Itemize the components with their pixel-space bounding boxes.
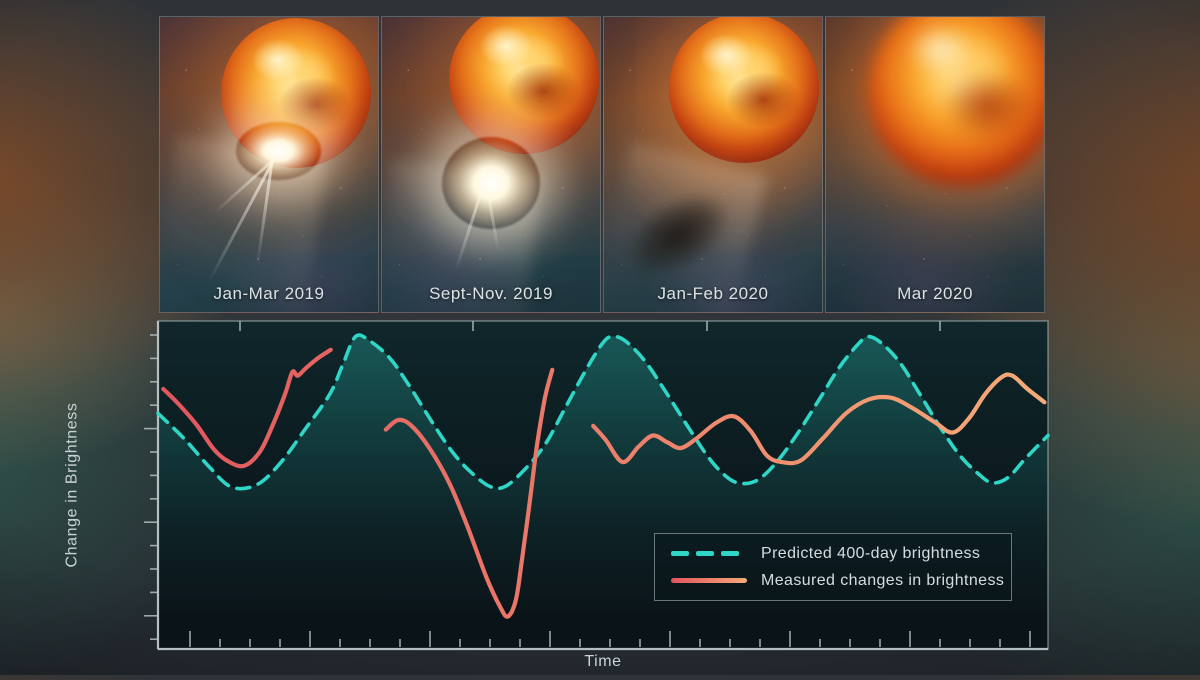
- panel-sept-nov-2019: Sept-Nov. 2019: [381, 16, 601, 313]
- x-axis-label: Time: [584, 653, 622, 670]
- chart-legend: Predicted 400-day brightness Measured ch…: [654, 533, 1012, 601]
- dashed-line-swatch: [671, 551, 747, 556]
- large-outburst: [442, 137, 540, 229]
- solid-line-swatch: [671, 578, 747, 583]
- legend-item-predicted: Predicted 400-day brightness: [671, 545, 995, 563]
- bright-flare: [236, 122, 321, 180]
- panel-jan-feb-2020: Jan-Feb 2020: [603, 16, 823, 313]
- brightness-chart: [120, 300, 1060, 675]
- panel-jan-mar-2019: Jan-Mar 2019: [159, 16, 379, 313]
- y-axis-label: Change in Brightness: [63, 402, 81, 568]
- legend-item-measured: Measured changes in brightness: [671, 572, 1004, 590]
- legend-label: Measured changes in brightness: [761, 571, 1005, 589]
- betelgeuse-star: [669, 17, 819, 163]
- motion-blur-streaks: [879, 17, 1044, 175]
- panel-mar-2020: Mar 2020: [825, 16, 1045, 313]
- legend-label: Predicted 400-day brightness: [761, 544, 981, 562]
